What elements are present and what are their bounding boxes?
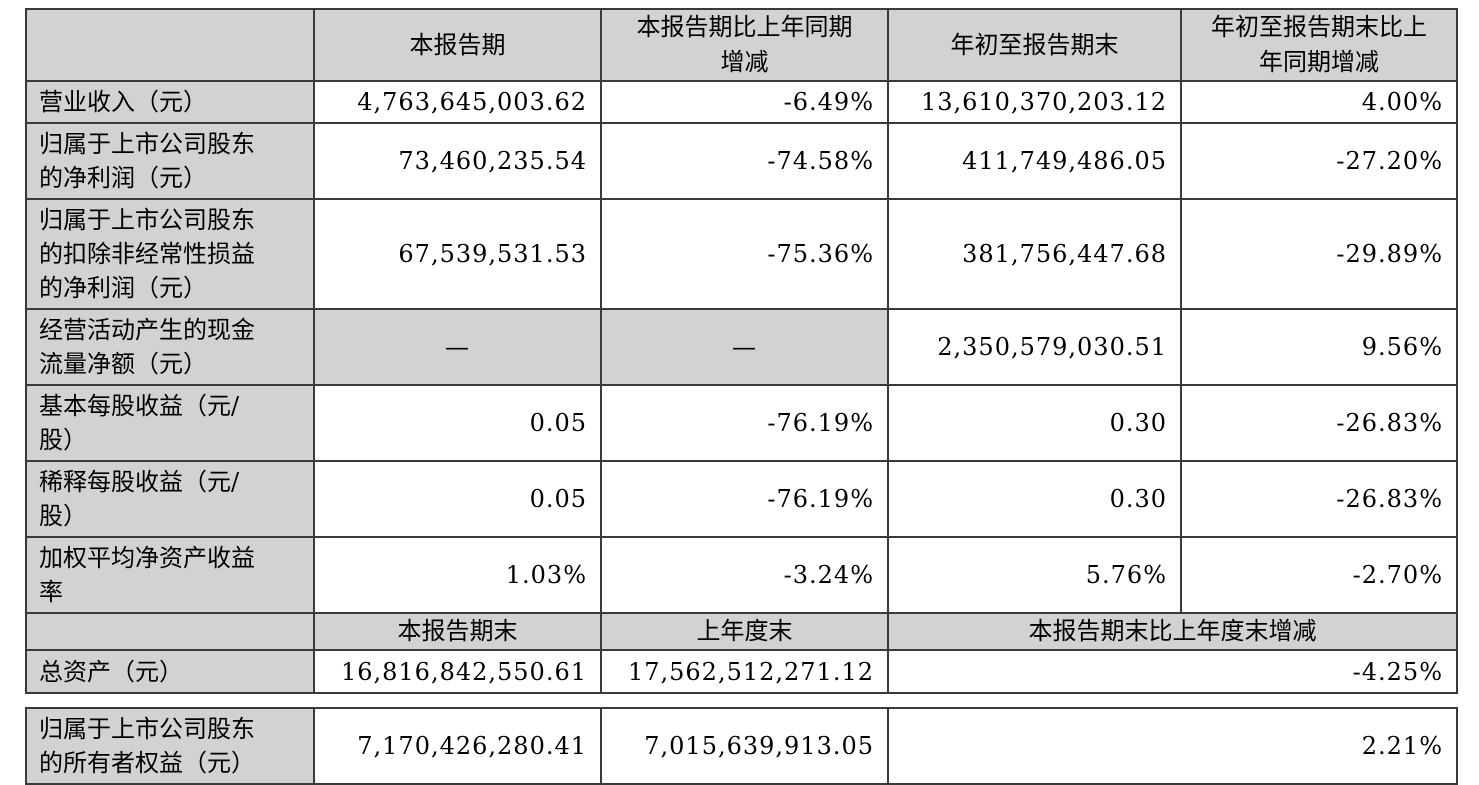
cell-revenue-yoy: -6.49% — [600, 80, 889, 124]
row-label-operating-cash-flow: 经营活动产生的现金 流量净额（元） — [25, 308, 315, 386]
cell-cash-flow-yoy-dash: — — [600, 308, 889, 386]
cell-ex-nonrecurring-ytd-yoy: -29.89% — [1180, 198, 1458, 310]
cell-revenue-ytd-yoy: 4.00% — [1180, 80, 1458, 124]
cell-roe-yoy: -3.24% — [600, 536, 889, 614]
cell-cash-flow-ytd: 2,350,579,030.51 — [887, 308, 1182, 386]
cell-basic-eps-current: 0.05 — [313, 384, 602, 462]
row-label-net-profit-ex-nonrecurring: 归属于上市公司股东 的扣除非经常性损益 的净利润（元） — [25, 198, 315, 310]
cell-revenue-current: 4,763,645,003.62 — [313, 80, 602, 124]
cell-roe-ytd-yoy: -2.70% — [1180, 536, 1458, 614]
cell-equity-prev-year-end: 7,015,639,913.05 — [600, 707, 889, 785]
cell-total-assets-current-end: 16,816,842,550.61 — [313, 649, 602, 694]
key-indicators-table: 本报告期 本报告期比上年同期 增减 年初至报告期末 年初至报告期末比上 年同期增… — [25, 8, 1458, 694]
header-ytd-yoy: 年初至报告期末比上 年同期增减 — [1180, 8, 1458, 82]
table-row-revenue: 营业收入（元） 4,763,645,003.62 -6.49% 13,610,3… — [25, 80, 1458, 124]
table-row-diluted-eps: 稀释每股收益（元/ 股） 0.05 -76.19% 0.30 -26.83% — [25, 460, 1458, 538]
table-row-total-assets: 总资产（元） 16,816,842,550.61 17,562,512,271.… — [25, 649, 1458, 694]
cell-diluted-eps-yoy: -76.19% — [600, 460, 889, 538]
cell-net-profit-yoy: -74.58% — [600, 122, 889, 200]
cell-basic-eps-ytd-yoy: -26.83% — [1180, 384, 1458, 462]
cell-ex-nonrecurring-ytd: 381,756,447.68 — [887, 198, 1182, 310]
table-row-net-profit-ex-nonrecurring: 归属于上市公司股东 的扣除非经常性损益 的净利润（元） 67,539,531.5… — [25, 198, 1458, 310]
row-label-revenue: 营业收入（元） — [25, 80, 315, 124]
cell-cash-flow-ytd-yoy: 9.56% — [1180, 308, 1458, 386]
cell-basic-eps-ytd: 0.30 — [887, 384, 1182, 462]
cell-diluted-eps-ytd: 0.30 — [887, 460, 1182, 538]
cell-diluted-eps-current: 0.05 — [313, 460, 602, 538]
cell-basic-eps-yoy: -76.19% — [600, 384, 889, 462]
header-prev-year-end: 上年度末 — [600, 612, 889, 651]
table-row-net-profit: 归属于上市公司股东 的净利润（元） 73,460,235.54 -74.58% … — [25, 122, 1458, 200]
header-period-end-change: 本报告期末比上年度末增减 — [887, 612, 1458, 651]
row-label-weighted-avg-roe: 加权平均净资产收益 率 — [25, 536, 315, 614]
cell-roe-ytd: 5.76% — [887, 536, 1182, 614]
table-row-basic-eps: 基本每股收益（元/ 股） 0.05 -76.19% 0.30 -26.83% — [25, 384, 1458, 462]
cell-roe-current: 1.03% — [313, 536, 602, 614]
cell-cash-flow-current-dash: — — [313, 308, 602, 386]
cell-revenue-ytd: 13,610,370,203.12 — [887, 80, 1182, 124]
row-label-total-assets: 总资产（元） — [25, 649, 315, 694]
cell-total-assets-prev-year-end: 17,562,512,271.12 — [600, 649, 889, 694]
header-current-period: 本报告期 — [313, 8, 602, 82]
header-current-period-end: 本报告期末 — [313, 612, 602, 651]
cell-ex-nonrecurring-current: 67,539,531.53 — [313, 198, 602, 310]
cell-total-assets-change: -4.25% — [887, 649, 1458, 694]
table-row-weighted-avg-roe: 加权平均净资产收益 率 1.03% -3.24% 5.76% -2.70% — [25, 536, 1458, 614]
cell-diluted-eps-ytd-yoy: -26.83% — [1180, 460, 1458, 538]
header-current-period-yoy: 本报告期比上年同期 增减 — [600, 8, 889, 82]
equity-table: 归属于上市公司股东 的所有者权益（元） 7,170,426,280.41 7,0… — [25, 707, 1458, 785]
cell-equity-current-end: 7,170,426,280.41 — [313, 707, 602, 785]
header-blank-cell — [25, 8, 315, 82]
cell-net-profit-ytd-yoy: -27.20% — [1180, 122, 1458, 200]
cell-ex-nonrecurring-yoy: -75.36% — [600, 198, 889, 310]
row-label-equity: 归属于上市公司股东 的所有者权益（元） — [25, 707, 315, 785]
row-label-diluted-eps: 稀释每股收益（元/ 股） — [25, 460, 315, 538]
table-header-row: 本报告期 本报告期比上年同期 增减 年初至报告期末 年初至报告期末比上 年同期增… — [25, 8, 1458, 82]
cell-net-profit-ytd: 411,749,486.05 — [887, 122, 1182, 200]
table-row-equity: 归属于上市公司股东 的所有者权益（元） 7,170,426,280.41 7,0… — [25, 707, 1458, 785]
header-ytd: 年初至报告期末 — [887, 8, 1182, 82]
period-end-header-row: 本报告期末 上年度末 本报告期末比上年度末增减 — [25, 612, 1458, 651]
cell-net-profit-current: 73,460,235.54 — [313, 122, 602, 200]
cell-equity-change: 2.21% — [887, 707, 1458, 785]
table-row-operating-cash-flow: 经营活动产生的现金 流量净额（元） — — 2,350,579,030.51 9… — [25, 308, 1458, 386]
row-label-net-profit: 归属于上市公司股东 的净利润（元） — [25, 122, 315, 200]
period-end-blank-cell — [25, 612, 315, 651]
row-label-basic-eps: 基本每股收益（元/ 股） — [25, 384, 315, 462]
